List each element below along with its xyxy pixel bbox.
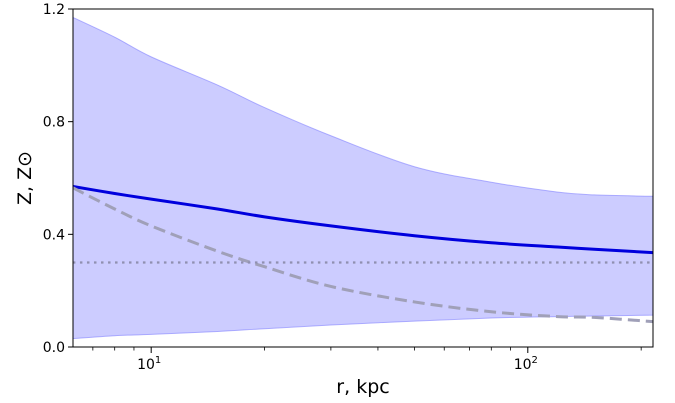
plot-area [73,16,653,340]
y-axis-label: Z, Z⊙ [14,151,36,205]
x-tick-label: 101 [137,355,161,373]
series-line-dashed [73,186,653,324]
x-tick-label: 102 [514,355,538,373]
y-tick-label: 1.2 [43,2,65,18]
y-tick-label: 0.4 [43,227,65,243]
series-line-solid [73,184,653,255]
x-axis-label: r, kpc [336,376,389,398]
confidence-band [73,16,653,340]
y-tick-label: 0.8 [43,115,65,131]
y-tick-label: 0.0 [43,340,65,356]
plot-content [73,16,653,340]
axes-frame [72,8,654,348]
